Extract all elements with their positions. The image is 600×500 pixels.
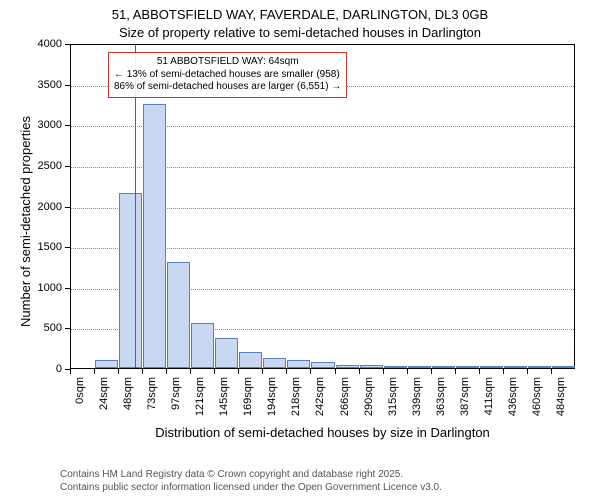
x-axis-label: Distribution of semi-detached houses by …	[70, 425, 575, 440]
x-tick-mark	[94, 369, 95, 374]
histogram-bar	[528, 366, 551, 368]
x-tick-mark	[238, 369, 239, 374]
x-tick-mark	[407, 369, 408, 374]
y-tick-mark	[65, 125, 70, 126]
y-tick-mark	[65, 328, 70, 329]
x-tick-label: 48sqm	[122, 377, 134, 410]
x-tick-mark	[479, 369, 480, 374]
x-tick-label: 266sqm	[339, 377, 351, 416]
x-tick-label: 145sqm	[218, 377, 230, 416]
footer-attribution: Contains HM Land Registry data © Crown c…	[60, 469, 442, 494]
y-axis-label: Number of semi-detached properties	[18, 116, 33, 327]
footer-line-2: Contains public sector information licen…	[60, 482, 442, 495]
histogram-bar	[384, 366, 407, 368]
histogram-bar	[215, 338, 238, 368]
annotation-line-2: ← 13% of semi-detached houses are smalle…	[114, 69, 341, 82]
x-tick-label: 242sqm	[314, 377, 326, 416]
y-tick-mark	[65, 288, 70, 289]
y-tick-label: 2500	[22, 160, 62, 172]
histogram-bar	[552, 366, 575, 368]
y-tick-mark	[65, 166, 70, 167]
x-tick-label: 194sqm	[266, 377, 278, 416]
histogram-bar	[336, 365, 359, 368]
title-line-1: 51, ABBOTSFIELD WAY, FAVERDALE, DARLINGT…	[0, 6, 600, 24]
y-tick-mark	[65, 44, 70, 45]
histogram-bar	[432, 366, 455, 368]
histogram-bar	[95, 360, 118, 368]
x-tick-mark	[527, 369, 528, 374]
annotation-box: 51 ABBOTSFIELD WAY: 64sqm ← 13% of semi-…	[108, 52, 347, 98]
y-tick-label: 0	[22, 363, 62, 375]
x-tick-label: 460sqm	[531, 377, 543, 416]
x-tick-label: 24sqm	[98, 377, 110, 410]
histogram-bar	[143, 104, 166, 368]
x-tick-mark	[455, 369, 456, 374]
x-tick-mark	[503, 369, 504, 374]
chart-title: 51, ABBOTSFIELD WAY, FAVERDALE, DARLINGT…	[0, 0, 600, 41]
y-tick-mark	[65, 247, 70, 248]
x-tick-mark	[214, 369, 215, 374]
x-tick-label: 169sqm	[242, 377, 254, 416]
annotation-line-1: 51 ABBOTSFIELD WAY: 64sqm	[114, 56, 341, 69]
histogram-bar	[287, 360, 310, 368]
x-tick-mark	[359, 369, 360, 374]
y-tick-label: 3500	[22, 79, 62, 91]
y-tick-mark	[65, 85, 70, 86]
x-tick-label: 290sqm	[363, 377, 375, 416]
x-tick-label: 339sqm	[411, 377, 423, 416]
y-tick-label: 3000	[22, 119, 62, 131]
x-tick-mark	[551, 369, 552, 374]
histogram-bar	[167, 262, 190, 368]
x-tick-mark	[190, 369, 191, 374]
y-tick-label: 500	[22, 322, 62, 334]
annotation-line-3: 86% of semi-detached houses are larger (…	[114, 81, 341, 94]
histogram-bar	[191, 323, 214, 368]
x-tick-label: 121sqm	[194, 377, 206, 416]
x-tick-mark	[383, 369, 384, 374]
x-tick-label: 315sqm	[387, 377, 399, 416]
histogram-bar	[360, 365, 383, 368]
y-tick-label: 1000	[22, 282, 62, 294]
x-tick-label: 218sqm	[290, 377, 302, 416]
histogram-bar	[408, 366, 431, 368]
x-tick-label: 0sqm	[74, 377, 86, 404]
x-tick-mark	[335, 369, 336, 374]
x-tick-label: 436sqm	[507, 377, 519, 416]
x-tick-label: 363sqm	[435, 377, 447, 416]
x-tick-mark	[142, 369, 143, 374]
y-tick-label: 2000	[22, 201, 62, 213]
y-tick-label: 1500	[22, 241, 62, 253]
y-tick-label: 4000	[22, 38, 62, 50]
x-tick-label: 411sqm	[483, 377, 495, 415]
histogram-bar	[119, 193, 142, 368]
x-tick-mark	[70, 369, 71, 374]
histogram-bar	[311, 362, 334, 369]
x-tick-label: 97sqm	[170, 377, 182, 410]
footer-line-1: Contains HM Land Registry data © Crown c…	[60, 469, 442, 482]
x-tick-mark	[310, 369, 311, 374]
x-tick-mark	[431, 369, 432, 374]
x-tick-label: 387sqm	[459, 377, 471, 416]
histogram-bar	[263, 358, 286, 368]
histogram-bar	[239, 352, 262, 368]
histogram-bar	[504, 366, 527, 368]
x-tick-mark	[118, 369, 119, 374]
y-tick-mark	[65, 207, 70, 208]
histogram-bar	[480, 366, 503, 368]
x-tick-label: 484sqm	[555, 377, 567, 416]
x-tick-mark	[262, 369, 263, 374]
x-tick-mark	[166, 369, 167, 374]
x-tick-label: 73sqm	[146, 377, 158, 410]
x-tick-mark	[286, 369, 287, 374]
histogram-bar	[456, 366, 479, 368]
title-line-2: Size of property relative to semi-detach…	[0, 24, 600, 42]
